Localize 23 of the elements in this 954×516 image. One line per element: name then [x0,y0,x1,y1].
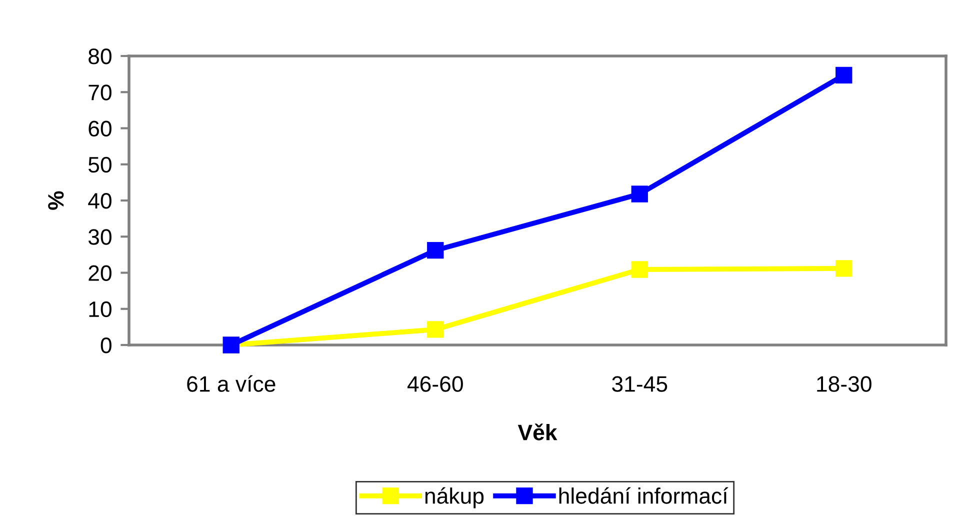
y-tick-label: 60 [88,120,112,137]
point [427,242,444,259]
legend-label: hledání informací [559,487,728,504]
y-tick-label: 0 [100,338,112,354]
x-tick-label: 18-30 [817,376,872,392]
point [836,66,852,84]
x-tick-label: 46-60 [407,376,463,392]
y-tick-label: 20 [88,265,112,282]
y-tick-label: 80 [88,48,112,64]
point [631,261,648,278]
y-tick-label: 50 [88,156,112,173]
y-tick-label: 40 [88,193,112,209]
point [427,321,444,338]
legend-label: nákup [425,487,484,508]
x-axis-title: Věk [518,424,558,440]
x-tick-label: 61 a více [187,375,276,392]
y-tick-label: 30 [88,229,112,245]
point [631,186,648,202]
y-tick-label: 10 [89,301,112,318]
x-tick-label: 31-45 [612,376,668,392]
point [836,260,852,277]
y-tick-label: 70 [88,84,112,100]
y-axis-title: % [48,191,64,210]
